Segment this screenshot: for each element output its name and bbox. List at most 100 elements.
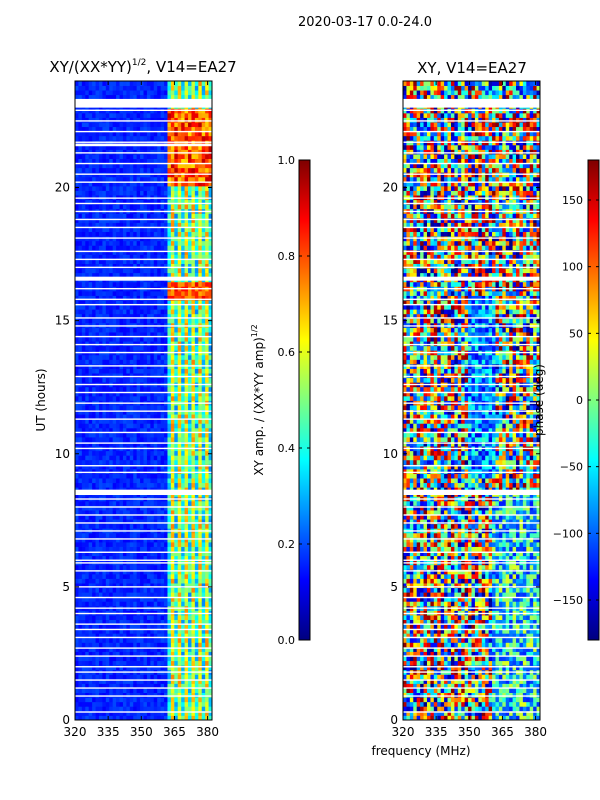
heatmap-cell	[98, 532, 103, 538]
heatmap-cell	[167, 163, 172, 169]
heatmap-cell	[143, 345, 148, 351]
heatmap-cell	[177, 546, 182, 552]
heatmap-cell	[184, 473, 189, 479]
heatmap-cell	[194, 391, 199, 397]
heatmap-cell	[201, 318, 206, 324]
heatmap-cell	[191, 341, 196, 347]
heatmap-cell	[88, 532, 93, 538]
heatmap-cell	[140, 628, 144, 634]
heatmap-cell	[191, 468, 196, 474]
heatmap-cell	[109, 318, 114, 324]
heatmap-cell	[133, 514, 138, 520]
heatmap-cell	[167, 190, 172, 196]
heatmap-cell	[116, 281, 120, 287]
heatmap-cell	[146, 537, 151, 543]
heatmap-cell	[112, 163, 117, 169]
heatmap-cell	[188, 646, 192, 652]
heatmap-cell	[109, 354, 114, 360]
heatmap-cell	[119, 272, 124, 278]
heatmap-cell	[136, 414, 141, 420]
heatmap-cell	[181, 537, 185, 543]
heatmap-cell	[78, 309, 83, 315]
heatmap-cell	[122, 450, 127, 456]
heatmap-cell	[201, 656, 206, 662]
heatmap-cell	[105, 624, 110, 630]
heatmap-cell	[75, 368, 79, 374]
heatmap-cell	[153, 386, 158, 392]
heatmap-cell	[194, 555, 199, 561]
heatmap-cell	[136, 373, 141, 379]
heatmap-cell	[170, 624, 175, 630]
heatmap-cell	[208, 674, 213, 680]
heatmap-cell	[181, 395, 185, 401]
heatmap-cell	[133, 468, 138, 474]
heatmap-cell	[184, 537, 189, 543]
heatmap-cell	[188, 163, 192, 169]
heatmap-cell	[191, 158, 196, 164]
heatmap-cell	[105, 500, 110, 506]
heatmap-cell	[78, 391, 83, 397]
heatmap-cell	[105, 450, 110, 456]
heatmap-cell	[85, 710, 90, 716]
heatmap-cell	[160, 185, 165, 191]
heatmap-cell	[170, 555, 175, 561]
heatmap-cell	[81, 651, 86, 657]
heatmap-cell	[140, 254, 144, 260]
heatmap-cell	[198, 199, 203, 205]
heatmap-cell	[122, 300, 127, 306]
heatmap-cell	[201, 204, 206, 210]
heatmap-cell	[78, 181, 83, 187]
heatmap-cell	[85, 167, 90, 173]
heatmap-cell	[98, 459, 103, 465]
heatmap-cell	[146, 555, 151, 561]
heatmap-cell	[167, 519, 172, 525]
heatmap-cell	[174, 204, 179, 210]
heatmap-cell	[157, 564, 162, 570]
heatmap-cell	[129, 227, 134, 233]
heatmap-cell	[112, 688, 117, 694]
heatmap-cell	[150, 651, 155, 657]
heatmap-cell	[136, 176, 141, 182]
heatmap-cell	[105, 405, 110, 411]
heatmap-cell	[92, 546, 96, 552]
heatmap-cell	[184, 263, 189, 269]
heatmap-cell	[174, 651, 179, 657]
heatmap-cell	[164, 464, 168, 470]
heatmap-cell	[150, 341, 155, 347]
heatmap-cell	[102, 468, 107, 474]
heatmap-cell	[150, 395, 155, 401]
heatmap-cell	[116, 432, 120, 438]
heatmap-cell	[95, 304, 100, 310]
heatmap-cell	[95, 354, 100, 360]
heatmap-cell	[205, 290, 209, 296]
heatmap-cell	[170, 450, 175, 456]
heatmap-cell	[167, 514, 172, 520]
heatmap-cell	[81, 300, 86, 306]
panel-amplitude-title: XY/(XX*YY)1/2, V14=EA27	[49, 58, 236, 76]
heatmap-cell	[201, 368, 206, 374]
heatmap-cell	[126, 345, 131, 351]
heatmap-cell	[112, 313, 117, 319]
heatmap-cell	[81, 409, 86, 415]
heatmap-cell	[109, 628, 114, 634]
heatmap-cell	[98, 710, 103, 716]
heatmap-cell	[146, 688, 151, 694]
heatmap-cell	[177, 500, 182, 506]
heatmap-cell	[75, 697, 79, 703]
heatmap-cell	[126, 710, 131, 716]
heatmap-cell	[205, 683, 209, 689]
heatmap-cell	[136, 227, 141, 233]
heatmap-cell	[191, 259, 196, 264]
heatmap-cell	[181, 692, 185, 698]
heatmap-cell	[116, 464, 120, 470]
heatmap-cell	[191, 551, 196, 557]
heatmap-cell	[157, 697, 162, 703]
heatmap-cell	[167, 437, 172, 442]
heatmap-cell	[85, 583, 90, 589]
heatmap-cell	[92, 377, 96, 383]
heatmap-cell	[92, 190, 96, 196]
heatmap-cell	[164, 309, 168, 315]
heatmap-cell	[116, 710, 120, 716]
heatmap-cell	[129, 569, 134, 575]
heatmap-cell	[164, 678, 168, 684]
